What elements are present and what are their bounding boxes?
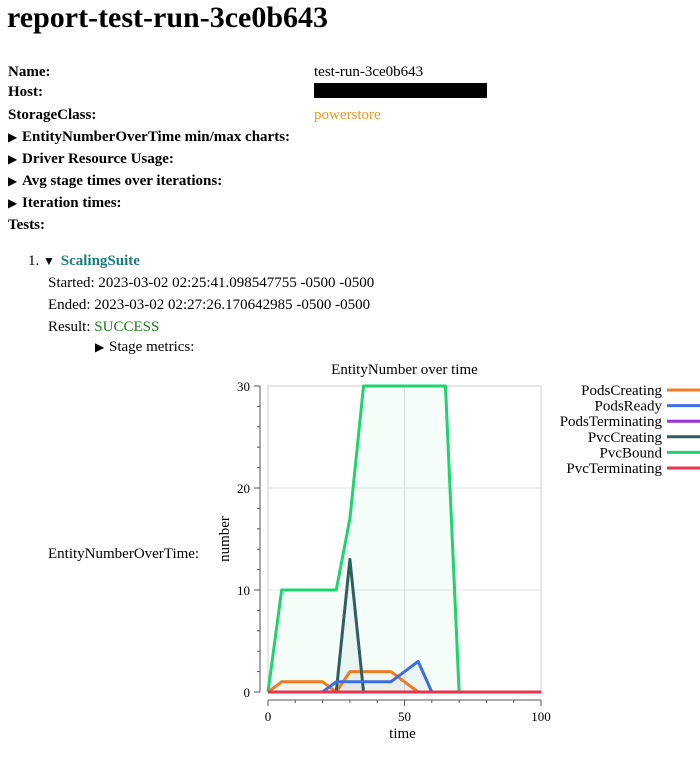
series-line-PodsCreating [267,670,541,694]
y-tick-label: 30 [237,379,250,394]
suite-result: Result: SUCCESS [48,319,160,335]
name-label: Name: [8,64,51,80]
legend-label-PodsCreating: PodsCreating [581,383,662,399]
series-area-PvcBound [268,386,541,692]
x-tick-label: 50 [398,709,411,724]
suite-index: 1. [28,253,40,269]
y-tick-label: 0 [244,685,251,700]
y-tick-label: 10 [237,583,250,598]
stage-metrics-toggle[interactable]: ▶ Stage metrics: [95,339,195,355]
chart-caption: EntityNumberOverTime: [48,546,200,562]
triangle-right-icon: ▶ [8,130,18,144]
page-title: report-test-run-3ce0b643 [7,1,329,34]
x-tick-label: 0 [265,709,272,724]
result-status: SUCCESS [94,319,160,335]
legend-label-PvcTerminating: PvcTerminating [566,461,662,477]
section-driver-resource-usage[interactable]: ▶ Driver Resource Usage: [8,151,174,167]
triangle-right-icon: ▶ [8,196,18,210]
x-tick-label: 100 [531,709,551,724]
host-label: Host: [8,84,43,100]
triangle-right-icon: ▶ [8,152,18,166]
suite-name[interactable]: ScalingSuite [60,253,140,269]
suite-item[interactable]: 1. ▼ ScalingSuite [28,251,140,271]
suite-ended: Ended: 2023-03-02 02:27:26.170642985 -05… [48,297,371,313]
section-iteration-times[interactable]: ▶ Iteration times: [8,195,122,211]
legend-label-PvcCreating: PvcCreating [588,430,663,446]
chart-title: EntityNumber over time [331,362,478,378]
legend-label-PodsTerminating: PodsTerminating [560,414,663,430]
section-avg-stage-times[interactable]: ▶ Avg stage times over iterations: [8,173,223,189]
suite-started: Started: 2023-03-02 02:25:41.098547755 -… [48,275,375,291]
tests-label: Tests: [8,217,45,233]
y-axis-label: number [217,516,233,562]
storage-class-label: StorageClass: [8,107,97,123]
series-line-PvcBound [266,384,541,694]
section-minmax-charts[interactable]: ▶ EntityNumberOverTime min/max charts: [8,129,291,145]
triangle-right-icon: ▶ [8,174,18,188]
host-redacted-value [314,83,487,98]
y-tick-label: 20 [237,481,250,496]
legend-label-PodsReady: PodsReady [595,399,663,415]
name-value: test-run-3ce0b643 [314,64,424,80]
legend-label-PvcBound: PvcBound [599,445,662,461]
storage-class-value: powerstore [314,107,381,123]
triangle-down-icon: ▼ [43,254,55,268]
x-axis-label: time [389,726,416,742]
triangle-right-icon: ▶ [95,340,105,354]
